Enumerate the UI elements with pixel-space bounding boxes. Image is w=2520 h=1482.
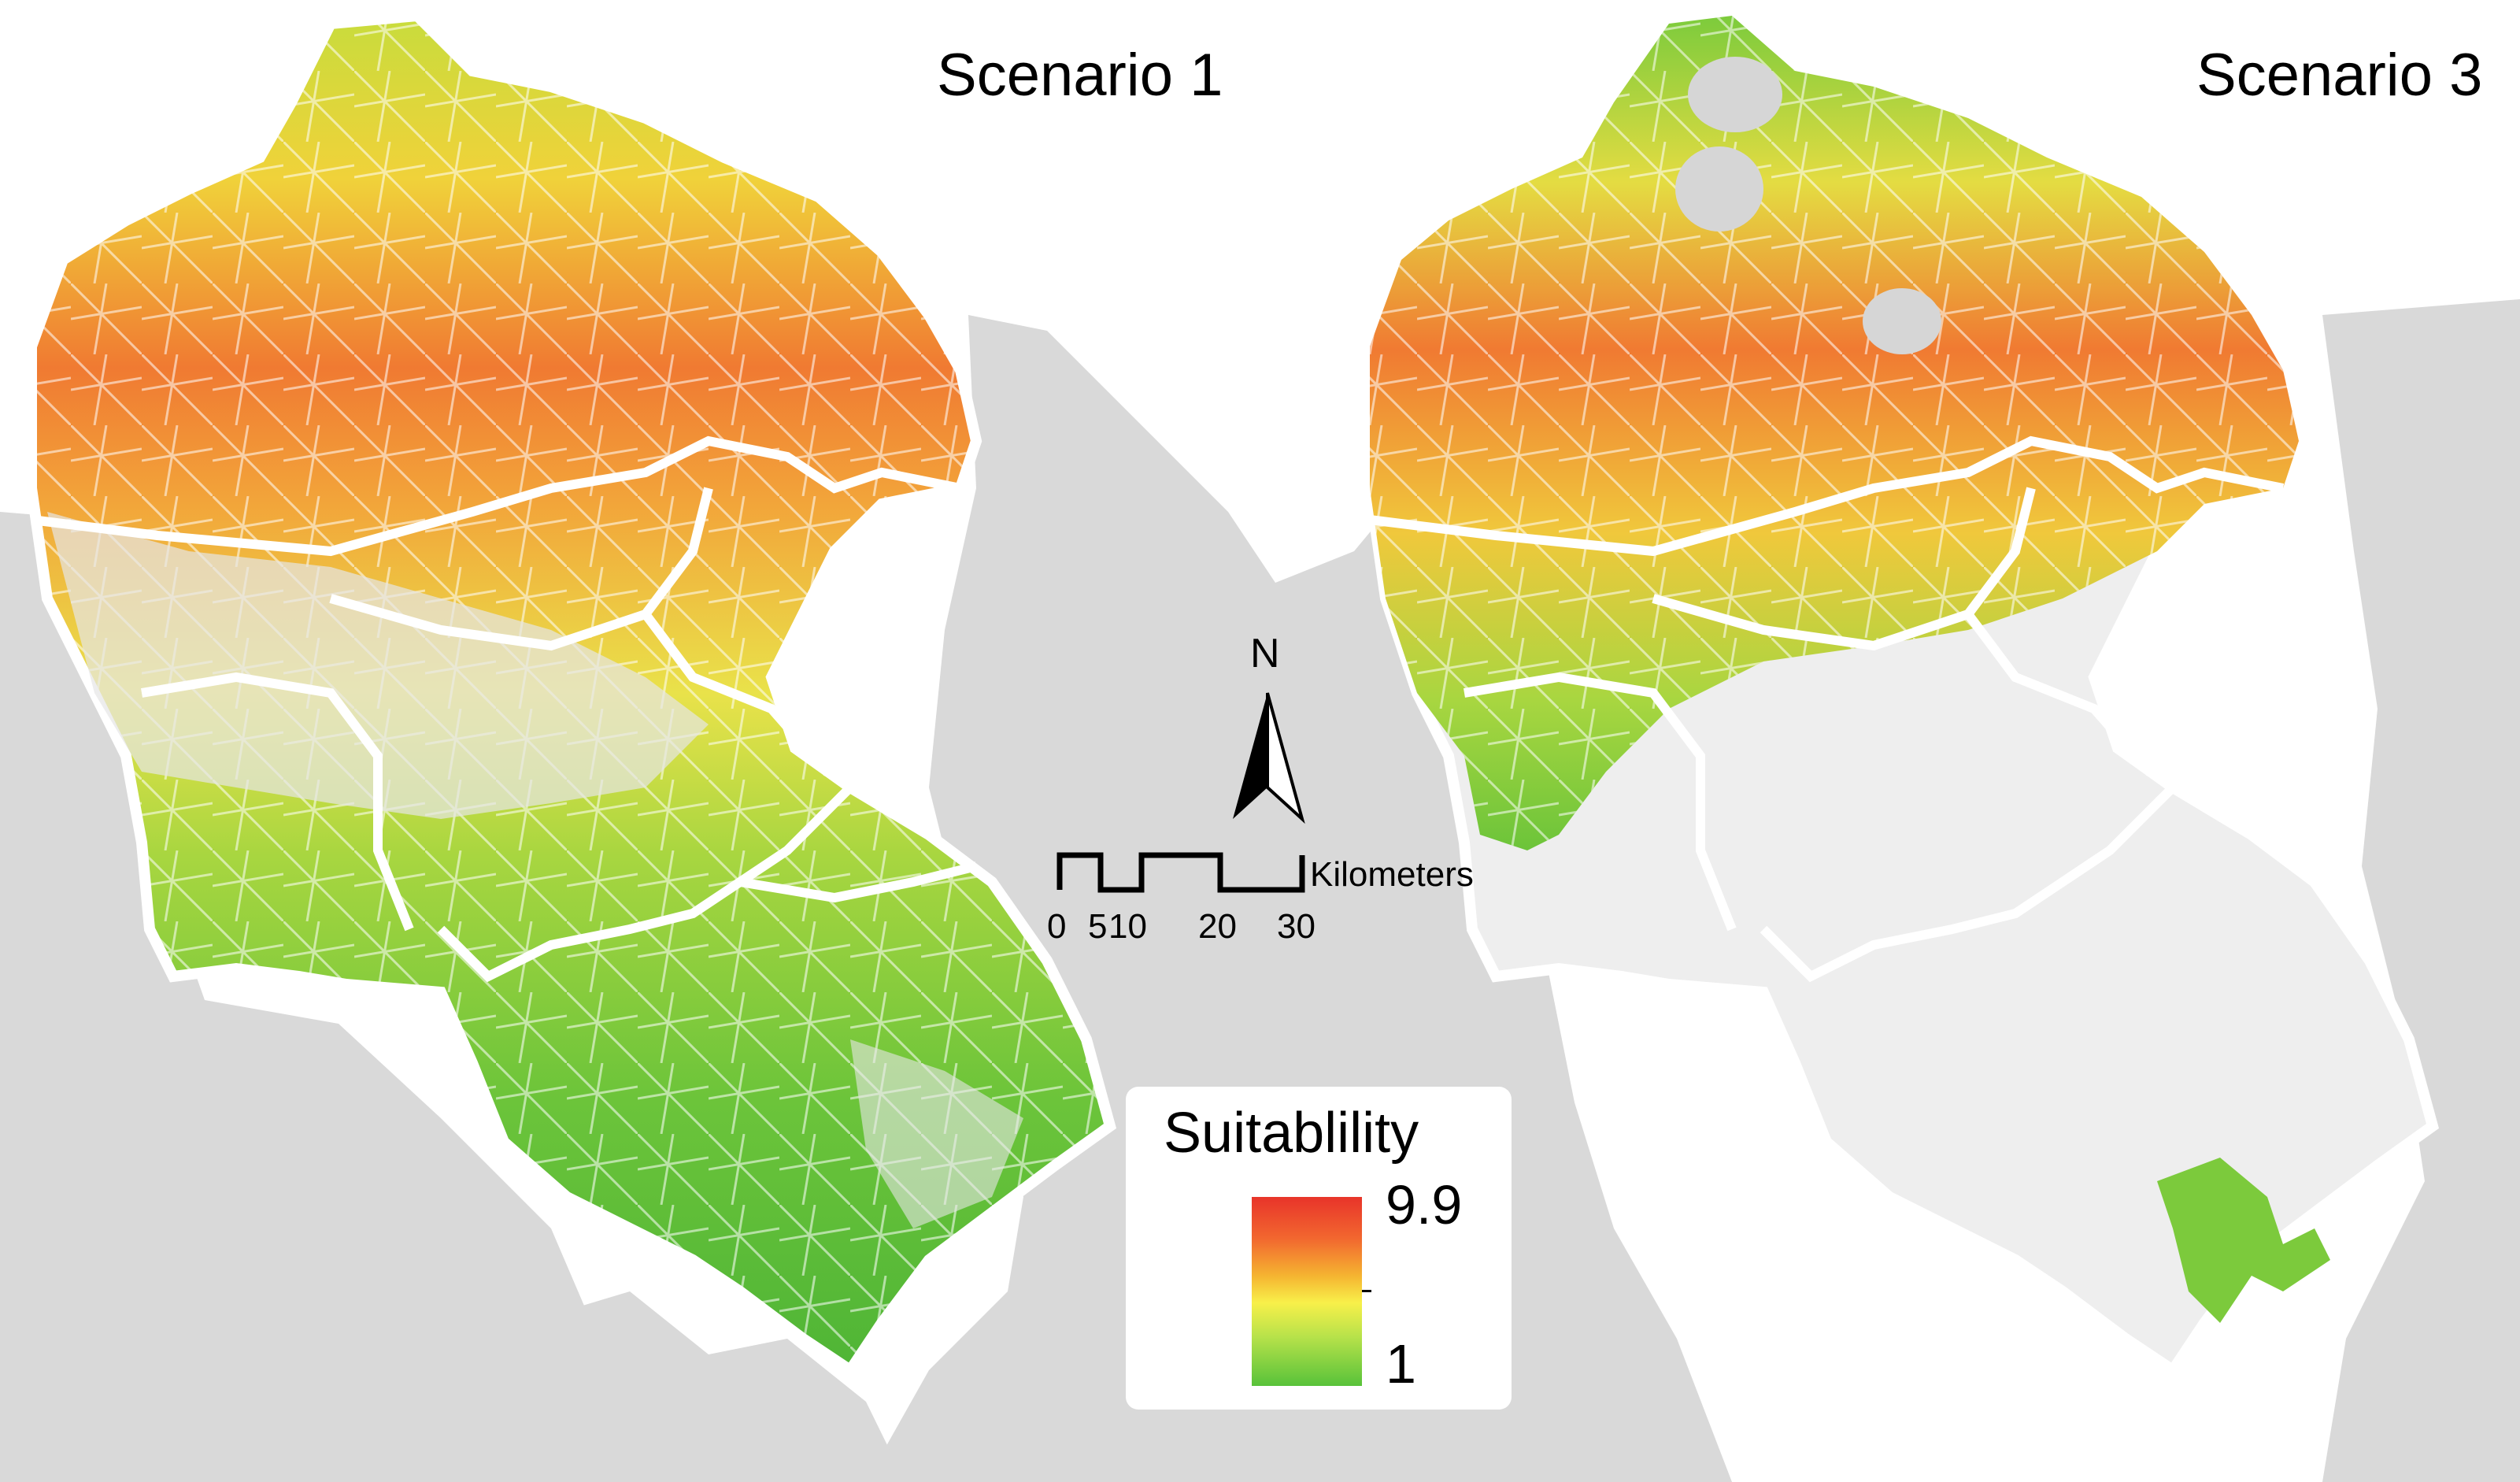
- scale-tick-label: 10: [1108, 907, 1147, 946]
- scenario-3-title: Scenario 3: [2196, 42, 2483, 109]
- scenario-1-district-boundaries: [31, 435, 978, 983]
- scenario-3-district-boundaries: [1369, 435, 2285, 983]
- legend-tick: [1362, 1290, 1371, 1292]
- scenario-3-map: [1364, 9, 2440, 1378]
- scale-tick-label: 30: [1277, 907, 1316, 946]
- scale-tick-label: 0: [1047, 907, 1067, 946]
- legend-max-label: 9.9: [1386, 1174, 1463, 1236]
- excluded-zone: [1675, 146, 1763, 232]
- surrounding-land: [0, 299, 2520, 1482]
- north-label: N: [1250, 631, 1280, 676]
- scale-tick-label: 20: [1198, 907, 1237, 946]
- legend-min-label: 1: [1386, 1333, 1416, 1395]
- north-arrow-icon: [1233, 692, 1305, 824]
- scale-bar: [1056, 852, 1305, 893]
- scenario-1-hillshade-zone: [47, 512, 709, 819]
- legend-color-ramp: [1252, 1197, 1362, 1386]
- scale-unit-label: Kilometers: [1310, 855, 1474, 894]
- excluded-zone: [1688, 57, 1782, 132]
- scenario-1-title: Scenario 1: [937, 42, 1223, 109]
- legend-title: Suitablility: [1164, 1102, 1419, 1165]
- legend: Suitablility 9.9 1: [1126, 1087, 1512, 1410]
- scenario-3-south-suitable-patch: [2157, 1158, 2330, 1323]
- scale-tick-label: 5: [1088, 907, 1108, 946]
- scenario-1-map: [26, 9, 1117, 1378]
- excluded-zone: [1863, 288, 1941, 354]
